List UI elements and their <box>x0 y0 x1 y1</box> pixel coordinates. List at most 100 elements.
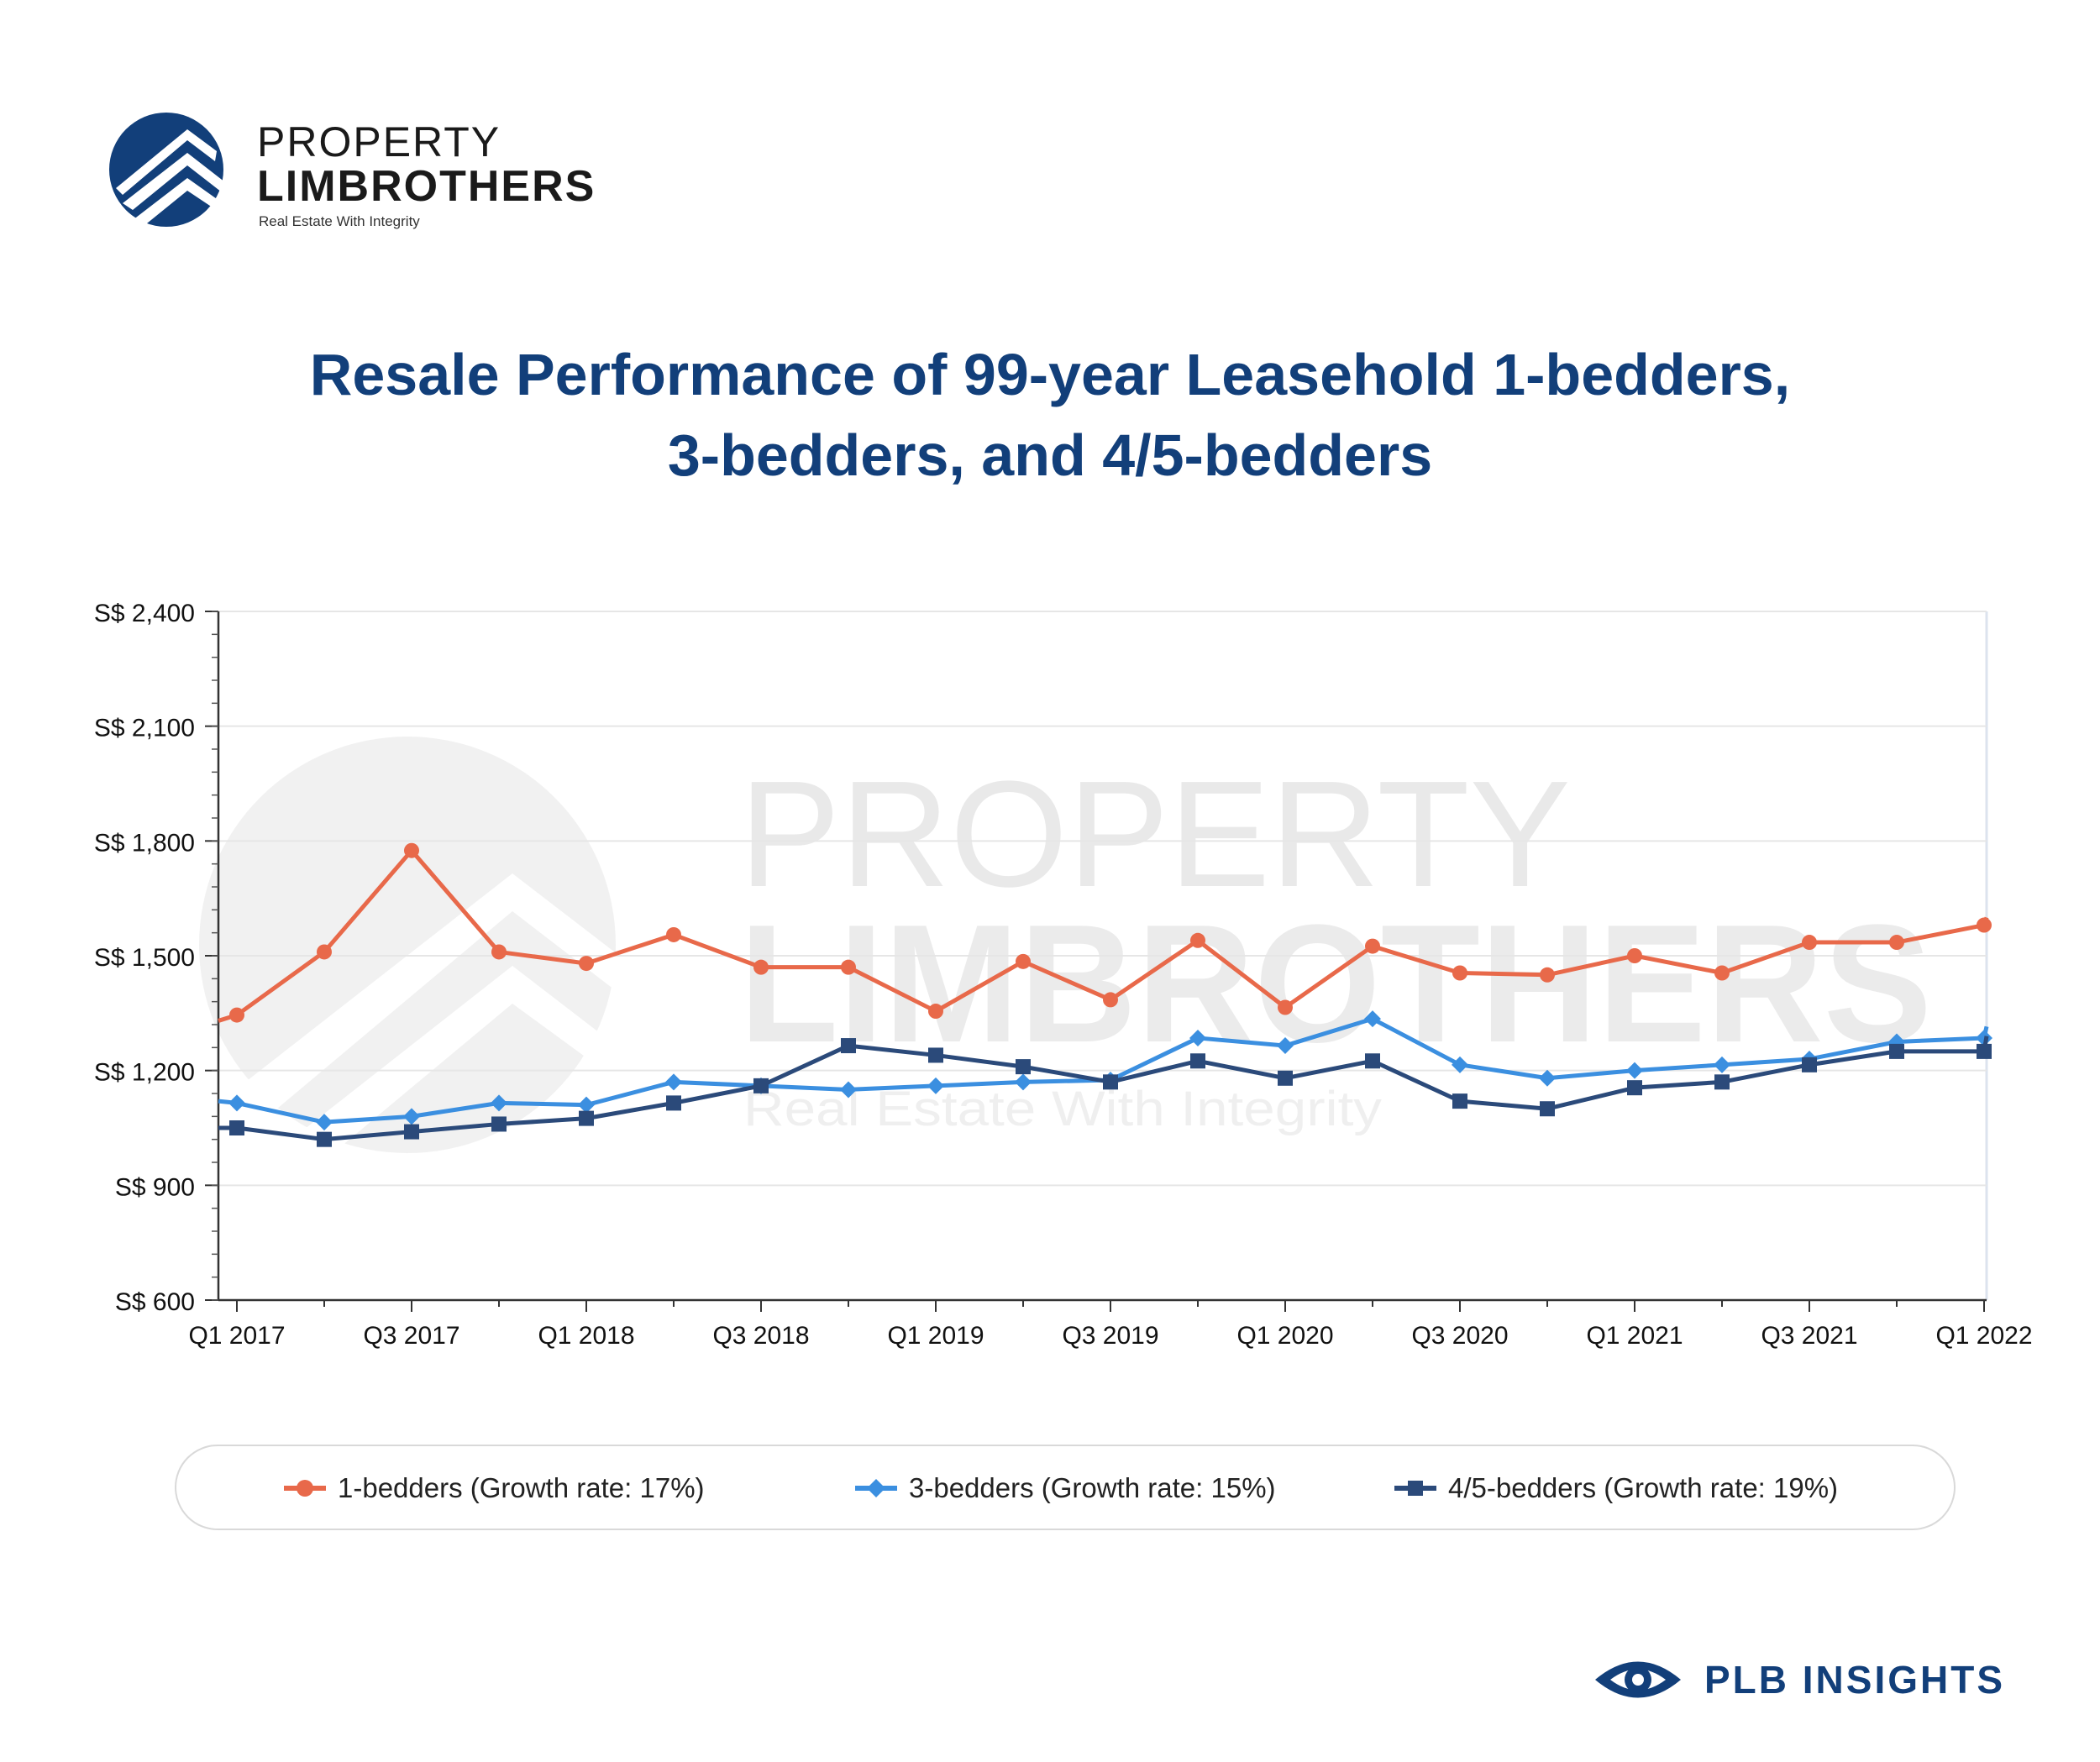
data-point <box>1277 1037 1294 1055</box>
data-point <box>666 1095 681 1111</box>
data-point <box>666 926 681 942</box>
data-point <box>1714 1074 1730 1090</box>
plb-insights-badge: PLB INSIGHTS <box>1592 1646 2029 1713</box>
x-tick-label: Q1 2019 <box>887 1322 984 1350</box>
x-tick-label: Q1 2018 <box>538 1322 634 1350</box>
x-tick-label: Q3 2019 <box>1062 1322 1158 1350</box>
series-1 <box>218 842 1992 1023</box>
eye-icon <box>1595 1661 1681 1698</box>
property-limbrothers-logo-icon <box>109 113 225 227</box>
data-point <box>1889 935 1904 951</box>
legend-item-4-5-bedders[interactable]: 4/5-bedders (Growth rate: 19%) <box>1394 1446 1838 1530</box>
data-point <box>579 1110 594 1126</box>
brand-tagline: Real Estate With Integrity <box>259 213 420 229</box>
data-point <box>840 1081 857 1099</box>
brand-header: PROPERTY LIMBROTHERS Real Estate With In… <box>108 111 628 237</box>
data-point <box>404 1124 419 1140</box>
data-point <box>578 1096 595 1114</box>
data-point <box>1977 1043 1992 1059</box>
chart-title-line2: 3-bedders, and 4/5-bedders <box>667 422 1433 488</box>
y-tick-label: S$ 1,200 <box>94 1059 195 1087</box>
series-layer <box>218 842 1992 1147</box>
data-point <box>403 1108 420 1125</box>
x-tick-label: Q1 2022 <box>1935 1322 2032 1350</box>
data-point <box>1364 1010 1381 1028</box>
x-tick-label: Q3 2020 <box>1411 1322 1508 1350</box>
x-tick-label: Q1 2017 <box>188 1322 285 1350</box>
x-tick-label: Q1 2021 <box>1586 1322 1683 1350</box>
x-tick-label: Q1 2020 <box>1236 1322 1333 1350</box>
data-point <box>491 1116 507 1132</box>
data-point <box>1016 953 1031 969</box>
watermark-line1: PROPERTY <box>739 750 1571 919</box>
data-point <box>1365 1053 1380 1069</box>
data-point <box>841 959 856 975</box>
legend-label: 4/5-bedders (Growth rate: 19%) <box>1448 1472 1839 1503</box>
plb-insights-label: PLB INSIGHTS <box>1704 1658 2006 1702</box>
data-point <box>1802 935 1817 951</box>
y-tick-label: S$ 1,800 <box>94 829 195 857</box>
data-point <box>841 1038 856 1054</box>
data-point <box>928 1047 943 1063</box>
chart-title-line1: Resale Performance of 99-year Leasehold … <box>309 342 1791 407</box>
chart-legend: 1-bedders (Growth rate: 17%) 3-bedders (… <box>175 1445 1956 1530</box>
data-point <box>1103 992 1118 1008</box>
x-tick-label: Q3 2018 <box>712 1322 809 1350</box>
data-point <box>1977 917 1992 933</box>
series-3 <box>218 1036 1992 1147</box>
data-point <box>1016 1059 1031 1075</box>
data-point <box>404 842 419 858</box>
data-point <box>1015 1073 1032 1091</box>
data-point <box>491 1094 507 1112</box>
watermark-line2: LIMBROTHERS <box>739 890 1932 1078</box>
brand-name-line2: LIMBROTHERS <box>257 162 596 211</box>
data-point <box>1365 938 1380 954</box>
data-point <box>665 1073 682 1091</box>
circle-marker-icon <box>284 1480 326 1497</box>
data-point <box>317 1131 332 1147</box>
data-point <box>229 1007 244 1023</box>
x-tick-label: Q3 2021 <box>1761 1322 1857 1350</box>
data-point <box>317 944 332 960</box>
data-point <box>1539 1069 1556 1087</box>
data-point <box>1189 1029 1206 1046</box>
data-point <box>1452 1056 1468 1073</box>
data-point <box>1190 1053 1205 1069</box>
data-point <box>1540 1101 1555 1117</box>
brand-name-line1: PROPERTY <box>257 118 501 165</box>
data-point <box>579 956 594 972</box>
data-point <box>1540 967 1555 983</box>
data-point <box>1626 1062 1643 1079</box>
data-point <box>1802 1057 1817 1072</box>
data-point <box>753 1078 769 1093</box>
watermark: PROPERTY LIMBROTHERS Real Estate With In… <box>199 737 1932 1172</box>
data-point <box>1278 999 1293 1015</box>
y-tick-label: S$ 900 <box>115 1173 195 1201</box>
data-point <box>753 959 769 975</box>
data-point <box>491 944 507 960</box>
legend-label: 3-bedders (Growth rate: 15%) <box>909 1472 1276 1503</box>
data-point <box>1976 1029 1992 1046</box>
y-tick-label: S$ 1,500 <box>94 944 195 972</box>
data-point <box>1627 1080 1642 1096</box>
data-point <box>1190 932 1205 948</box>
data-point <box>229 1120 244 1135</box>
data-point <box>1627 948 1642 963</box>
data-point <box>1889 1043 1904 1059</box>
data-point <box>928 1004 943 1020</box>
diamond-marker-icon <box>855 1479 897 1497</box>
x-axis-ticks: Q1 2017 Q3 2017 Q1 2018 Q3 2018 Q1 2019 Q3 20… <box>188 1300 2033 1350</box>
legend-item-1-bedders[interactable]: 1-bedders (Growth rate: 17%) <box>284 1446 705 1530</box>
data-point <box>1714 965 1730 981</box>
legend-item-3-bedders[interactable]: 3-bedders (Growth rate: 15%) <box>855 1446 1276 1530</box>
legend-label: 1-bedders (Growth rate: 17%) <box>338 1472 705 1503</box>
x-tick-label: Q3 2017 <box>363 1322 459 1350</box>
grid-lines <box>218 611 1988 1301</box>
chart-title: Resale Performance of 99-year Leasehold … <box>0 334 2100 496</box>
y-tick-label: S$ 600 <box>115 1288 195 1316</box>
data-point <box>228 1094 245 1112</box>
data-point <box>927 1077 944 1094</box>
y-axis-ticks: S$ 600 S$ 900 S$ 1,200 S$ 1,500 S$ 1,800 S$ 2… <box>94 600 218 1316</box>
data-point <box>1103 1074 1118 1090</box>
